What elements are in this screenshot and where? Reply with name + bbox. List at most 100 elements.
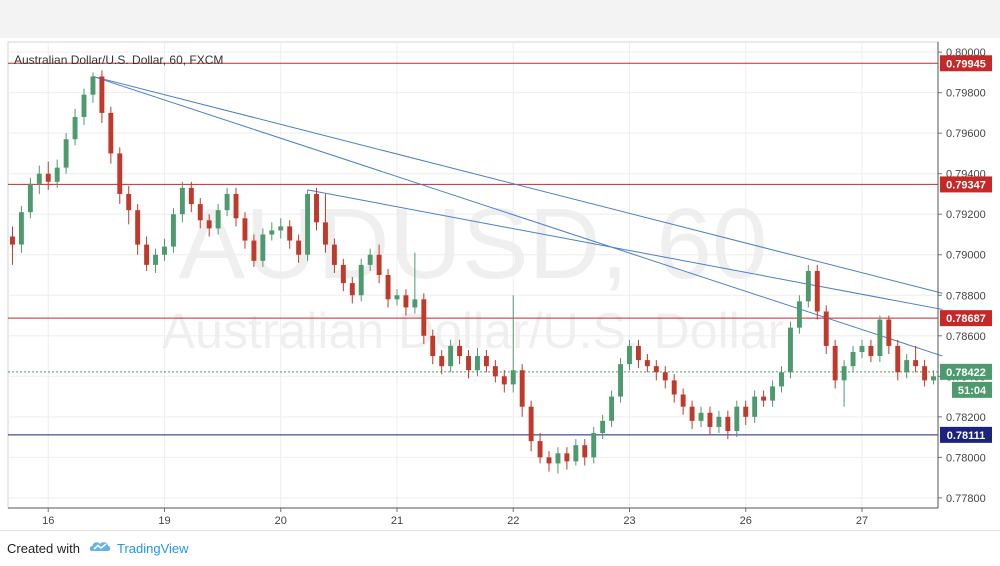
candle[interactable] — [519, 364, 525, 417]
candle[interactable] — [457, 339, 463, 365]
candle[interactable] — [725, 410, 731, 440]
candle[interactable] — [322, 193, 328, 253]
candle[interactable] — [492, 360, 498, 383]
candle[interactable] — [117, 147, 123, 205]
candle[interactable] — [162, 238, 167, 261]
candle[interactable] — [627, 339, 632, 371]
candle[interactable] — [823, 305, 829, 355]
candle[interactable] — [582, 439, 588, 466]
candle[interactable] — [716, 410, 722, 434]
trendline[interactable] — [92, 75, 943, 294]
candle[interactable] — [296, 234, 302, 263]
candle[interactable] — [314, 187, 319, 231]
candle[interactable] — [475, 347, 480, 377]
candle[interactable] — [635, 339, 641, 369]
candle[interactable] — [412, 252, 418, 314]
candle[interactable] — [448, 339, 454, 373]
candle[interactable] — [36, 165, 42, 194]
candle[interactable] — [394, 289, 400, 306]
plot-area[interactable] — [7, 41, 939, 509]
candle[interactable] — [537, 433, 543, 464]
candle[interactable] — [367, 248, 373, 271]
tradingview-link[interactable]: TradingView — [116, 541, 189, 556]
candle[interactable] — [108, 106, 114, 164]
candle[interactable] — [99, 70, 105, 124]
candle[interactable] — [340, 258, 346, 292]
candle[interactable] — [528, 400, 534, 452]
candle[interactable] — [644, 354, 650, 373]
candle[interactable] — [886, 315, 892, 355]
candle[interactable] — [269, 222, 275, 241]
candle[interactable] — [689, 400, 695, 429]
candle[interactable] — [734, 400, 740, 438]
candle[interactable] — [358, 258, 364, 302]
candle[interactable] — [45, 161, 51, 190]
candle[interactable] — [242, 212, 248, 249]
candle[interactable] — [913, 345, 919, 373]
candle[interactable] — [63, 133, 69, 174]
candle[interactable] — [555, 447, 561, 474]
candle[interactable] — [72, 108, 78, 146]
candle[interactable] — [743, 400, 749, 425]
candle[interactable] — [179, 181, 185, 223]
candle[interactable] — [591, 426, 597, 464]
candle[interactable] — [698, 406, 704, 427]
candle[interactable] — [707, 406, 713, 436]
tradingview-cloud-icon[interactable] — [88, 539, 112, 558]
candle[interactable] — [153, 248, 159, 273]
candle[interactable] — [609, 390, 615, 427]
candle[interactable] — [54, 159, 60, 188]
candle[interactable] — [466, 349, 471, 379]
candle[interactable] — [188, 181, 194, 213]
candle[interactable] — [761, 390, 767, 407]
candle[interactable] — [671, 374, 677, 403]
candle[interactable] — [233, 187, 239, 227]
candle[interactable] — [421, 293, 427, 344]
candle[interactable] — [10, 226, 15, 265]
candle[interactable] — [931, 370, 936, 385]
candle[interactable] — [680, 388, 686, 415]
candle[interactable] — [206, 214, 212, 237]
candle[interactable] — [439, 349, 445, 375]
candle[interactable] — [278, 218, 284, 239]
candle[interactable] — [904, 354, 910, 379]
candle[interactable] — [501, 370, 507, 393]
trendline[interactable] — [307, 189, 943, 310]
candle[interactable] — [877, 315, 883, 363]
candle[interactable] — [126, 185, 132, 225]
candle[interactable] — [376, 244, 382, 284]
candle[interactable] — [859, 339, 865, 359]
candle[interactable] — [805, 264, 811, 308]
candle[interactable] — [403, 289, 409, 316]
candle[interactable] — [305, 189, 311, 261]
candle[interactable] — [90, 72, 96, 103]
candle[interactable] — [144, 236, 150, 271]
candle[interactable] — [850, 345, 856, 373]
candle[interactable] — [796, 295, 802, 334]
candle[interactable] — [787, 321, 793, 379]
candle[interactable] — [618, 358, 624, 403]
candle[interactable] — [224, 187, 230, 217]
candle[interactable] — [546, 451, 552, 472]
candle[interactable] — [385, 268, 391, 308]
candle[interactable] — [922, 360, 928, 387]
candle[interactable] — [135, 204, 141, 255]
candle[interactable] — [770, 380, 776, 407]
chart-frame[interactable]: AUDUSD, 60 Australian Dollar/U.S. Dollar … — [4, 40, 998, 530]
candle[interactable] — [197, 198, 203, 229]
candle[interactable] — [251, 234, 257, 267]
candle[interactable] — [349, 277, 355, 304]
candle[interactable] — [662, 366, 668, 389]
candle[interactable] — [170, 208, 176, 253]
candle[interactable] — [430, 329, 436, 365]
candle[interactable] — [841, 360, 847, 407]
candle[interactable] — [832, 339, 838, 389]
candle[interactable] — [895, 339, 901, 381]
candle[interactable] — [600, 414, 606, 440]
candle[interactable] — [573, 439, 579, 466]
candle[interactable] — [752, 390, 758, 423]
candle[interactable] — [779, 366, 784, 393]
candle[interactable] — [483, 349, 489, 373]
candle[interactable] — [18, 206, 24, 253]
